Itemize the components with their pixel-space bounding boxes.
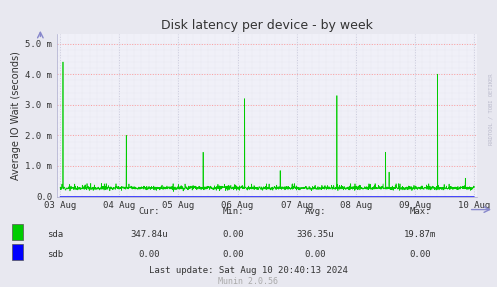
Text: Min:: Min:	[223, 207, 245, 216]
Text: Cur:: Cur:	[138, 207, 160, 216]
sda	[368, 187, 374, 190]
Text: 0.00: 0.00	[223, 230, 245, 239]
Text: RRDTOOL / TOBI OETIKER: RRDTOOL / TOBI OETIKER	[489, 73, 494, 145]
sdb	[246, 195, 252, 198]
sdb	[471, 195, 477, 198]
sdb	[57, 195, 63, 198]
Title: Disk latency per device - by week: Disk latency per device - by week	[161, 19, 373, 32]
Line: sda: sda	[60, 62, 474, 191]
sdb	[421, 195, 427, 198]
Text: 0.00: 0.00	[138, 250, 160, 259]
sdb	[368, 195, 374, 198]
Text: Last update: Sat Aug 10 20:40:13 2024: Last update: Sat Aug 10 20:40:13 2024	[149, 266, 348, 275]
sda	[57, 186, 63, 189]
sda	[170, 190, 176, 193]
Text: 0.00: 0.00	[223, 250, 245, 259]
sda	[433, 188, 439, 192]
sda	[471, 185, 477, 188]
sda	[421, 186, 427, 190]
Text: sdb: sdb	[47, 250, 63, 259]
Text: sda: sda	[47, 230, 63, 239]
Y-axis label: Average IO Wait (seconds): Average IO Wait (seconds)	[11, 51, 21, 180]
Text: 347.84u: 347.84u	[130, 230, 168, 239]
sdb	[290, 195, 296, 198]
Text: Avg:: Avg:	[305, 207, 327, 216]
Text: 336.35u: 336.35u	[297, 230, 334, 239]
sda	[247, 188, 252, 191]
sda	[471, 186, 477, 189]
sda	[290, 185, 296, 189]
sda	[60, 60, 66, 64]
Text: Munin 2.0.56: Munin 2.0.56	[219, 277, 278, 286]
Text: 0.00: 0.00	[305, 250, 327, 259]
sdb	[471, 195, 477, 198]
Text: 0.00: 0.00	[409, 250, 431, 259]
Text: Max:: Max:	[409, 207, 431, 216]
Text: 19.87m: 19.87m	[404, 230, 436, 239]
sdb	[433, 195, 439, 198]
